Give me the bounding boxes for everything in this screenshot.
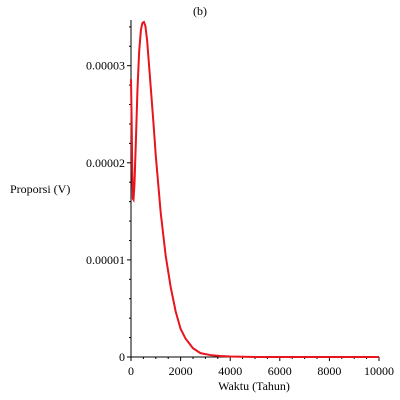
y-tick-label: 0 [119,350,125,364]
y-tick-label: 0.00003 [86,59,125,73]
x-tick-label: 10000 [364,364,394,378]
y-tick-label: 0.00001 [86,253,125,267]
x-tick-label: 6000 [268,364,292,378]
x-tick-label: 0 [128,364,134,378]
x-tick-label: 2000 [169,364,193,378]
panel-label: (b) [193,4,207,18]
series-line [130,20,379,358]
x-tick-label: 4000 [218,364,242,378]
x-tick-label: 8000 [317,364,341,378]
y-axis-label: Proporsi (V) [10,182,70,196]
y-tick-label: 0.00002 [86,156,125,170]
axis-ticks: 0 2000 4000 6000 8000 10000 0 0.00001 0.00002 0.0… [86,26,394,378]
x-axis-label: Waktu (Tahun) [218,379,290,393]
